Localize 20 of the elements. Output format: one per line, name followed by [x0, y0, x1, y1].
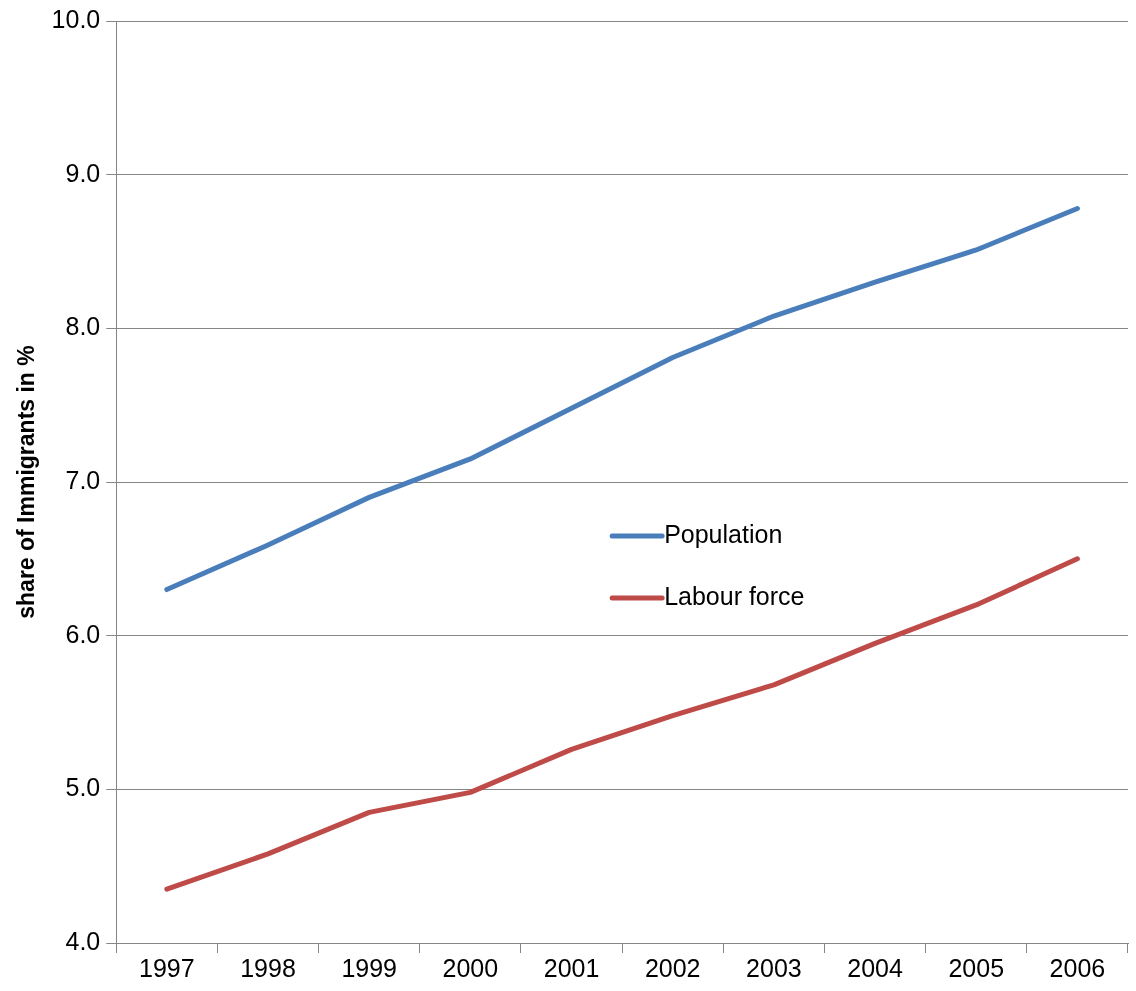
- y-tick-label: 5.0: [65, 773, 101, 802]
- y-axis-title: share of Immigrants in %: [13, 345, 40, 619]
- x-tick-label: 2004: [847, 953, 903, 982]
- x-tick-label: 2003: [746, 953, 802, 982]
- y-tick-label: 4.0: [65, 926, 101, 955]
- x-tick-label: 2002: [644, 953, 701, 982]
- y-tick-label: 7.0: [65, 465, 101, 494]
- y-tick-label: 6.0: [65, 619, 101, 648]
- x-tick-label: 2005: [948, 953, 1005, 982]
- y-tick-label: 8.0: [65, 312, 101, 341]
- legend-label: Labour force: [664, 581, 805, 610]
- legend-label: Population: [664, 519, 783, 548]
- x-tick-label: 2001: [543, 953, 600, 982]
- x-tick-label: 2000: [442, 953, 499, 982]
- x-tick-label: 1999: [341, 953, 398, 982]
- x-tick-label: 1998: [240, 953, 296, 982]
- y-tick-label: 9.0: [65, 158, 101, 187]
- x-tick-label: 1997: [139, 953, 195, 982]
- x-tick-label: 2006: [1049, 953, 1106, 982]
- y-tick-label: 10.0: [51, 4, 101, 33]
